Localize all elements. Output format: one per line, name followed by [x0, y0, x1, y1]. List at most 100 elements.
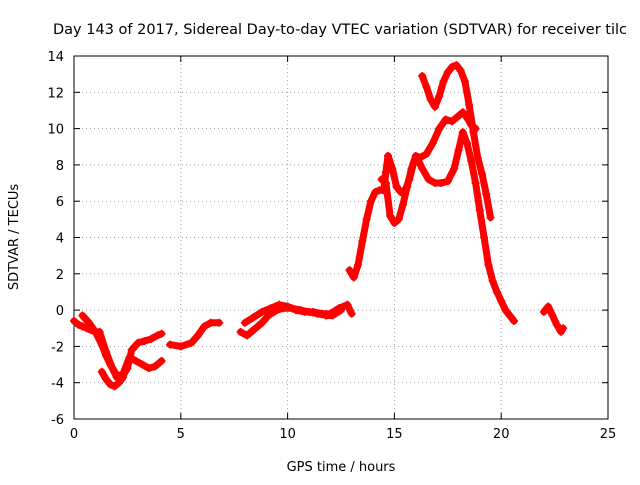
data-point	[371, 188, 380, 197]
data-point	[153, 331, 162, 340]
data-point	[548, 311, 557, 320]
data-point	[157, 356, 166, 365]
data-point	[452, 61, 461, 70]
data-point	[91, 327, 100, 336]
data-point	[123, 364, 132, 373]
data-point	[106, 360, 115, 369]
data-point	[510, 316, 519, 325]
data-point	[418, 164, 427, 173]
data-point	[134, 338, 143, 347]
y-tick-label: 0	[56, 304, 64, 319]
data-point	[390, 218, 399, 227]
y-tick-label: 4	[56, 232, 64, 247]
data-point	[465, 101, 474, 110]
data-point	[131, 356, 140, 365]
y-tick-label: 6	[56, 195, 64, 210]
data-point	[424, 175, 433, 184]
data-point	[441, 115, 450, 124]
data-point	[84, 318, 93, 327]
data-point	[146, 335, 155, 344]
data-point	[439, 77, 448, 86]
data-point	[383, 151, 392, 160]
y-tick-label: 10	[47, 123, 64, 138]
data-point	[403, 182, 412, 191]
data-point	[74, 320, 83, 329]
data-point	[486, 213, 495, 222]
y-tick-label: -4	[51, 377, 64, 392]
data-point	[388, 164, 397, 173]
data-point	[480, 233, 489, 242]
data-point	[463, 139, 472, 148]
data-point	[102, 375, 111, 384]
data-point	[435, 124, 444, 133]
data-point	[140, 336, 149, 345]
data-point	[411, 151, 420, 160]
data-point	[381, 168, 390, 177]
data-point	[422, 82, 431, 91]
data-point	[157, 329, 166, 338]
data-point	[552, 320, 561, 329]
data-point	[249, 326, 258, 335]
data-point	[275, 300, 284, 309]
data-point	[345, 266, 354, 275]
x-tick-label: 10	[279, 427, 296, 442]
data-point	[257, 307, 266, 316]
data-point	[317, 309, 326, 318]
data-point	[257, 318, 266, 327]
data-point	[458, 128, 467, 137]
data-point	[392, 182, 401, 191]
data-series	[70, 61, 568, 391]
data-point	[78, 322, 87, 331]
data-point	[559, 324, 568, 333]
data-point	[206, 318, 215, 327]
series-trace	[378, 108, 480, 227]
data-point	[454, 146, 463, 155]
data-point	[460, 77, 469, 86]
y-tick-label: -2	[51, 340, 64, 355]
data-point	[416, 153, 425, 162]
data-point	[477, 169, 486, 178]
data-point	[347, 309, 356, 318]
data-point	[407, 164, 416, 173]
series-6	[240, 300, 356, 327]
data-point	[381, 179, 390, 188]
data-point	[492, 287, 501, 296]
data-point	[458, 108, 467, 117]
data-point	[501, 306, 510, 315]
series-2	[78, 311, 166, 384]
data-point	[97, 367, 106, 376]
series-10	[539, 302, 568, 336]
data-point	[484, 260, 493, 269]
data-point	[127, 346, 136, 355]
data-point	[443, 177, 452, 186]
data-point	[482, 189, 491, 198]
series-3	[97, 367, 128, 391]
data-point	[394, 215, 403, 224]
data-point	[488, 277, 497, 286]
data-point	[473, 153, 482, 162]
data-point	[343, 300, 352, 309]
data-point	[138, 360, 147, 369]
data-point	[119, 373, 128, 382]
data-point	[448, 117, 457, 126]
data-point	[366, 197, 375, 206]
data-point	[283, 302, 292, 311]
data-point	[443, 68, 452, 77]
data-point	[544, 302, 553, 311]
data-point	[166, 340, 175, 349]
y-tick-label: -6	[51, 413, 64, 428]
data-point	[398, 200, 407, 209]
data-point	[240, 318, 249, 327]
data-point	[326, 309, 335, 318]
x-tick-label: 0	[70, 427, 78, 442]
grid	[74, 56, 608, 419]
data-point	[349, 273, 358, 282]
data-point	[243, 331, 252, 340]
data-point	[193, 331, 202, 340]
data-point	[539, 307, 548, 316]
data-point	[497, 297, 506, 306]
series-trace	[346, 128, 518, 325]
data-point	[215, 318, 224, 327]
